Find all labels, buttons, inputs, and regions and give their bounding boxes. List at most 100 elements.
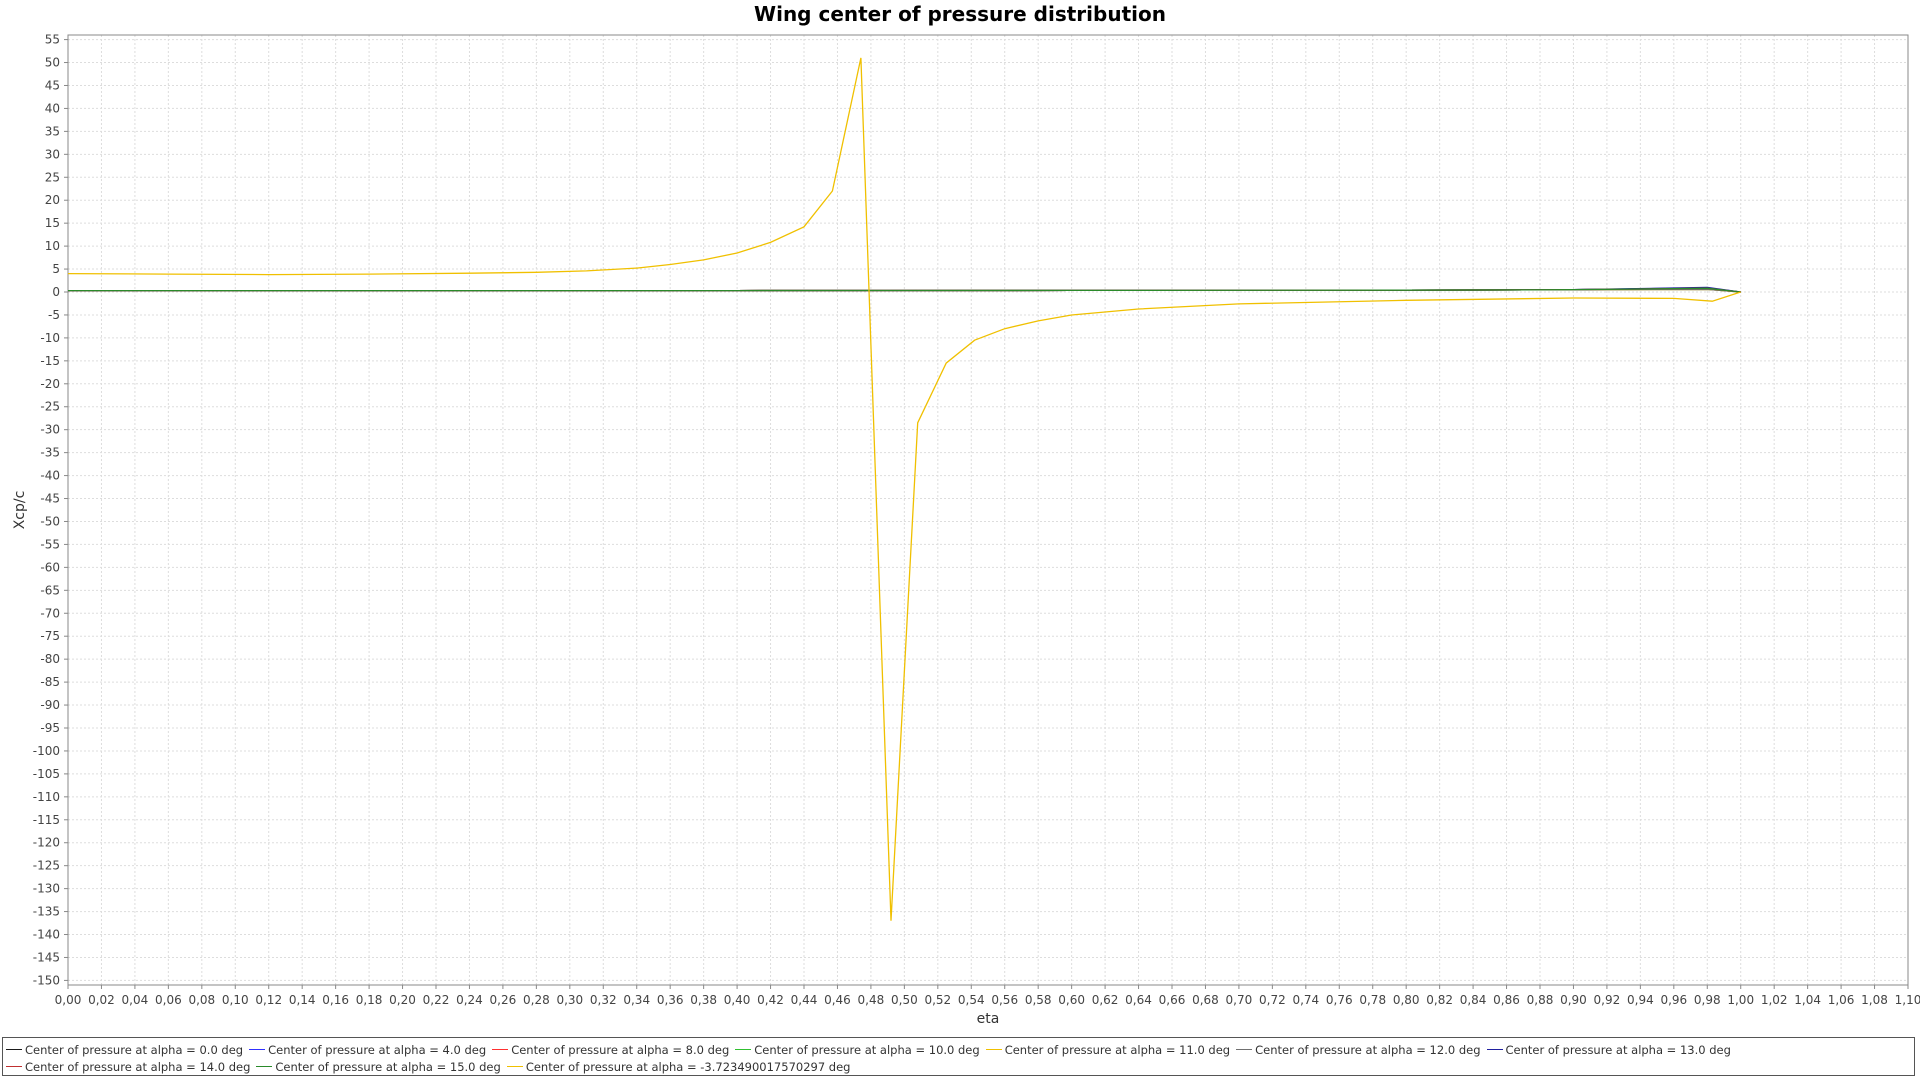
x-tick-label: 0,56 <box>991 993 1018 1007</box>
legend-swatch <box>249 1049 266 1050</box>
x-tick-label: 0,98 <box>1694 993 1721 1007</box>
y-tick-label: -85 <box>40 675 60 689</box>
legend-item: Center of pressure at alpha = 10.0 deg <box>735 1041 980 1058</box>
y-tick-label: 40 <box>45 101 60 115</box>
legend-item: Center of pressure at alpha = 11.0 deg <box>985 1041 1230 1058</box>
y-tick-label: -65 <box>40 583 60 597</box>
x-tick-label: 0,04 <box>122 993 149 1007</box>
x-tick-label: 0,96 <box>1660 993 1687 1007</box>
x-tick-label: 0,62 <box>1092 993 1119 1007</box>
y-tick-label: 35 <box>45 124 60 138</box>
chart-title: Wing center of pressure distribution <box>754 2 1166 26</box>
x-tick-label: 0,94 <box>1627 993 1654 1007</box>
x-tick-label: 0,84 <box>1460 993 1487 1007</box>
y-tick-label: 20 <box>45 193 60 207</box>
y-tick-label: -5 <box>48 308 60 322</box>
legend-label: Center of pressure at alpha = 13.0 deg <box>1505 1042 1731 1057</box>
x-tick-label: 0,72 <box>1259 993 1286 1007</box>
y-tick-label: -75 <box>40 629 60 643</box>
grid-layer <box>67 35 1909 985</box>
legend-item: Center of pressure at alpha = 12.0 deg <box>1236 1041 1481 1058</box>
legend: Center of pressure at alpha = 0.0 deg Cen… <box>2 1037 1915 1076</box>
x-tick-label: 0,50 <box>891 993 918 1007</box>
y-tick-label: 15 <box>45 216 60 230</box>
x-tick-label: 0,76 <box>1326 993 1353 1007</box>
x-tick-label: 0,82 <box>1426 993 1453 1007</box>
x-tick-label: 0,54 <box>958 993 985 1007</box>
legend-swatch <box>256 1066 273 1067</box>
y-tick-label: -80 <box>40 652 60 666</box>
y-tick-label: -105 <box>33 767 60 781</box>
legend-label: Center of pressure at alpha = 15.0 deg <box>275 1059 501 1074</box>
x-tick-label: 0,22 <box>423 993 450 1007</box>
x-tick-label: 0,06 <box>155 993 182 1007</box>
y-tick-label: -45 <box>40 492 60 506</box>
x-tick-label: 0,46 <box>824 993 851 1007</box>
y-tick-label: 45 <box>45 78 60 92</box>
legend-swatch <box>1486 1049 1503 1050</box>
x-tick-label: 0,26 <box>490 993 517 1007</box>
x-tick-label: 0,24 <box>456 993 483 1007</box>
legend-item: Center of pressure at alpha = -3.7234900… <box>506 1058 851 1075</box>
legend-label: Center of pressure at alpha = 0.0 deg <box>25 1042 244 1057</box>
legend-label: Center of pressure at alpha = 14.0 deg <box>25 1059 251 1074</box>
legend-item: Center of pressure at alpha = 13.0 deg <box>1486 1041 1731 1058</box>
y-tick-label: -110 <box>33 790 60 804</box>
y-tick-label: -50 <box>40 514 60 528</box>
y-tick-label: 5 <box>52 262 60 276</box>
y-tick-label: -25 <box>40 400 60 414</box>
x-tick-label: 1,08 <box>1861 993 1888 1007</box>
x-tick-label: 0,78 <box>1359 993 1386 1007</box>
x-tick-label: 0,20 <box>389 993 416 1007</box>
y-tick-label: 0 <box>52 285 60 299</box>
y-tick-label: 10 <box>45 239 60 253</box>
x-tick-label: 0,68 <box>1192 993 1219 1007</box>
y-axis: -150-145-140-135-130-125-120-115-110-105… <box>33 33 68 987</box>
x-tick-label: 0,58 <box>1025 993 1052 1007</box>
x-tick-label: 0,34 <box>623 993 650 1007</box>
legend-swatch <box>492 1049 509 1050</box>
x-axis-label: eta <box>977 1011 1000 1027</box>
y-tick-label: 25 <box>45 170 60 184</box>
x-tick-label: 0,92 <box>1594 993 1621 1007</box>
x-tick-label: 0,12 <box>255 993 282 1007</box>
x-tick-label: 0,28 <box>523 993 550 1007</box>
series-layer <box>67 57 1741 921</box>
y-tick-label: -150 <box>33 973 60 987</box>
plot-frame <box>67 34 1909 986</box>
series-line-9 <box>68 287 1741 293</box>
legend-swatch <box>6 1049 22 1050</box>
y-tick-label: -10 <box>40 331 60 345</box>
legend-swatch <box>6 1066 22 1067</box>
y-tick-label: -55 <box>40 537 60 551</box>
legend-label: Center of pressure at alpha = 10.0 deg <box>754 1042 980 1057</box>
x-tick-label: 0,30 <box>556 993 583 1007</box>
x-tick-label: 0,40 <box>724 993 751 1007</box>
y-tick-label: -95 <box>40 721 60 735</box>
x-tick-label: 0,60 <box>1058 993 1085 1007</box>
x-tick-label: 0,18 <box>356 993 383 1007</box>
y-tick-label: -15 <box>40 354 60 368</box>
x-tick-label: 1,02 <box>1761 993 1788 1007</box>
x-tick-label: 1,10 <box>1895 993 1920 1007</box>
y-tick-label: -70 <box>40 606 60 620</box>
y-tick-label: -115 <box>33 813 60 827</box>
y-tick-label: -60 <box>40 560 60 574</box>
legend-swatch <box>506 1066 523 1067</box>
y-tick-label: -125 <box>33 859 60 873</box>
legend-swatch <box>735 1049 752 1050</box>
y-tick-label: -130 <box>33 882 60 896</box>
y-tick-label: -35 <box>40 446 60 460</box>
legend-swatch <box>985 1049 1002 1050</box>
x-tick-label: 0,02 <box>88 993 115 1007</box>
y-tick-label: 50 <box>45 56 60 70</box>
x-tick-label: 0,10 <box>222 993 249 1007</box>
x-tick-label: 1,04 <box>1794 993 1821 1007</box>
y-tick-label: -120 <box>33 836 60 850</box>
legend-label: Center of pressure at alpha = -3.7234900… <box>525 1059 851 1074</box>
y-tick-label: -30 <box>40 423 60 437</box>
legend-label: Center of pressure at alpha = 12.0 deg <box>1255 1042 1481 1057</box>
x-tick-label: 0,64 <box>1125 993 1152 1007</box>
x-tick-label: 0,00 <box>55 993 82 1007</box>
